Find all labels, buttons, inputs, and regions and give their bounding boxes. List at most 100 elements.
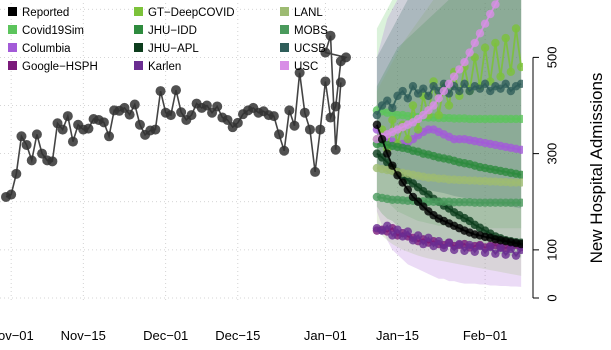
reported-point xyxy=(294,67,305,78)
series-point-karlen xyxy=(455,239,464,249)
series-point-usc xyxy=(470,38,479,48)
reported-point xyxy=(57,124,68,135)
legend-swatch xyxy=(8,43,17,52)
legend-swatch xyxy=(8,25,17,34)
legend-item: UCSB xyxy=(280,43,326,55)
reported-point xyxy=(124,109,135,120)
reported-point xyxy=(171,85,181,96)
uncertainty-band-columbia xyxy=(376,0,522,287)
reported-point xyxy=(325,112,336,123)
series-point-series-11 xyxy=(377,134,387,144)
reported-point xyxy=(83,123,94,134)
series-point-gt−deepcovid xyxy=(444,101,454,110)
x-tick-label: Feb−01 xyxy=(463,328,507,343)
reported-point xyxy=(21,139,32,150)
x-tick-label: Nov−01 xyxy=(0,328,34,343)
reported-line xyxy=(5,35,348,198)
series-point-karlen xyxy=(449,245,459,255)
legend-item: Reported xyxy=(8,7,69,19)
legend-swatch xyxy=(8,61,17,70)
forecast-series xyxy=(372,0,526,260)
series-point-ucsb xyxy=(408,82,418,91)
reported-point xyxy=(186,110,197,121)
series-point-karlen xyxy=(501,250,510,259)
series-point-karlen xyxy=(475,241,485,251)
series-point-ucsb xyxy=(403,94,413,103)
x-tick-label: Jan−15 xyxy=(376,328,419,343)
series-point-karlen xyxy=(434,237,443,246)
reported-point xyxy=(155,86,166,97)
x-tick-label: Dec−01 xyxy=(143,328,188,343)
series-point-usc xyxy=(455,65,464,74)
reported-point xyxy=(310,166,321,177)
legend-item: USC xyxy=(280,61,318,73)
reported-point xyxy=(150,124,161,135)
reported-point xyxy=(11,168,22,179)
legend-swatch xyxy=(280,25,289,34)
series-point-usc xyxy=(444,79,454,89)
legend-swatch xyxy=(280,43,289,52)
series-point-gt−deepcovid xyxy=(501,33,510,43)
reported-point xyxy=(104,131,115,142)
series-point-series-11 xyxy=(383,149,392,158)
legend-label: Covid19Sim xyxy=(22,25,84,37)
series-point-ucsb xyxy=(501,79,510,89)
reported-point xyxy=(31,129,42,140)
reported-point xyxy=(320,47,331,58)
series-point-karlen xyxy=(439,243,449,253)
legend-item: Covid19Sim xyxy=(8,25,84,37)
legend-label: MOBS xyxy=(294,25,328,37)
series-point-karlen xyxy=(480,248,490,257)
reported-point xyxy=(268,111,279,122)
reported-point xyxy=(134,119,145,130)
legend-swatch xyxy=(134,25,143,34)
series-point-usc xyxy=(429,101,438,110)
legend: Reported Covid19Sim Columbia Google−HSPH GT−… xyxy=(8,7,328,73)
series-point-ucsb xyxy=(424,91,433,101)
series-point-karlen xyxy=(444,238,454,247)
x-tick-label: Jan−01 xyxy=(304,328,347,343)
series-point-usc xyxy=(491,0,500,9)
series-point-gt−deepcovid xyxy=(388,115,397,125)
series-point-series-11 xyxy=(393,171,402,180)
legend-label: USC xyxy=(294,61,318,73)
series-point-usc xyxy=(449,72,459,81)
series-point-series-11 xyxy=(398,178,407,187)
series-point-gt−deepcovid xyxy=(491,38,500,48)
reported-point xyxy=(222,114,233,125)
reported-series xyxy=(1,30,351,202)
legend-swatch xyxy=(8,7,17,16)
series-point-ucsb xyxy=(480,79,490,89)
series-point-karlen xyxy=(465,240,474,250)
series-point-ucsb xyxy=(388,103,397,113)
series-point-gt−deepcovid xyxy=(403,134,413,144)
series-point-usc xyxy=(475,29,485,38)
legend-item: JHU−APL xyxy=(134,43,199,55)
legend-swatch xyxy=(280,7,289,16)
reported-point xyxy=(299,107,310,118)
series-point-series-11 xyxy=(388,161,397,170)
reported-point xyxy=(320,76,331,87)
legend-label: LANL xyxy=(294,7,323,19)
legend-swatch xyxy=(134,61,143,70)
series-point-karlen xyxy=(491,249,500,258)
y-tick-label: 100 xyxy=(544,239,559,261)
series-point-gt−deepcovid xyxy=(511,24,521,33)
series-point-karlen xyxy=(511,251,521,260)
reported-point xyxy=(26,155,37,166)
x-tick-label: Dec−15 xyxy=(215,328,260,343)
reported-point xyxy=(62,111,73,122)
reported-point xyxy=(315,124,326,135)
legend-item: Columbia xyxy=(8,43,71,55)
reported-point xyxy=(330,144,341,155)
reported-point xyxy=(274,129,285,140)
reported-point xyxy=(98,117,109,128)
legend-label: UCSB xyxy=(294,43,326,55)
legend-item: GT−DeepCOVID xyxy=(134,7,235,19)
reported-point xyxy=(330,101,341,112)
series-point-usc xyxy=(486,9,495,19)
reported-point xyxy=(201,100,212,111)
legend-swatch xyxy=(134,43,143,52)
